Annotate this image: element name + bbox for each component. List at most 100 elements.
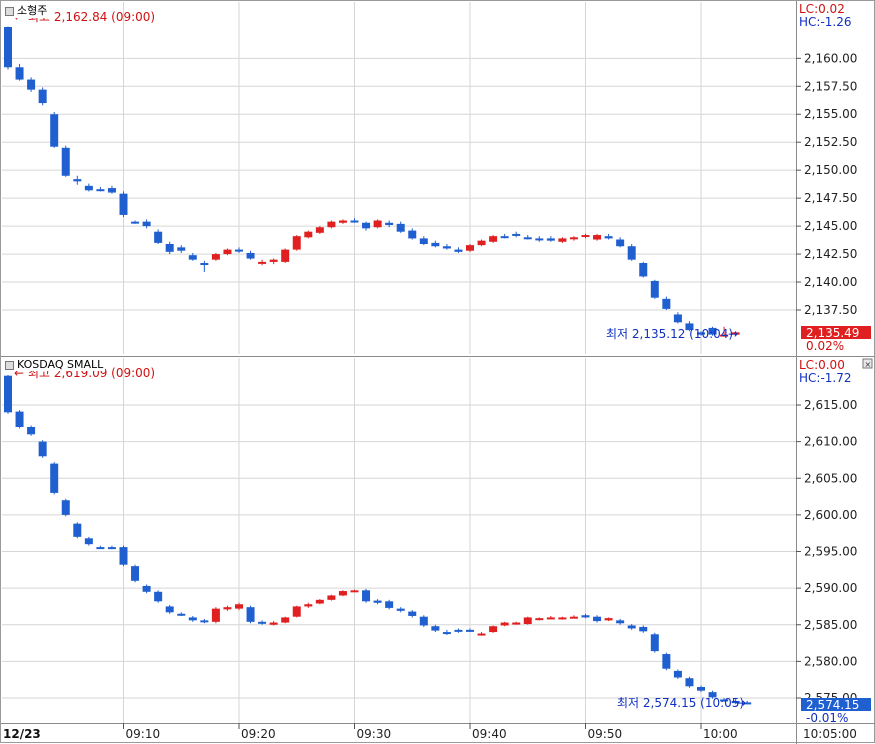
y-tick-label: 2,160.00: [804, 51, 857, 65]
candle-body: [616, 620, 625, 624]
candle-body: [697, 332, 705, 335]
panel-close-icon: [862, 358, 873, 369]
candle-body: [362, 590, 371, 602]
x-axis-right-label: 10:05:00: [803, 727, 857, 741]
x-axis-date: 12/23: [3, 727, 41, 741]
y-tick-label: 2,585.00: [804, 618, 857, 632]
candle-body: [223, 249, 232, 255]
hc-label: HC:-1.26: [799, 15, 852, 29]
candle-body: [408, 230, 417, 239]
x-tick-label: 10:00: [703, 727, 738, 741]
candle-body: [165, 244, 174, 252]
candle-body: [281, 617, 290, 623]
candle-body: [731, 332, 740, 335]
candle-body: [569, 237, 578, 240]
candle-body: [512, 233, 521, 236]
candle-body: [489, 626, 498, 633]
candle-body: [362, 222, 371, 229]
candle-body: [731, 700, 740, 704]
last-value: 2,574.15: [806, 698, 859, 712]
candle-body: [50, 114, 59, 147]
low-arrow: →: [728, 327, 738, 341]
candle-body: [477, 240, 486, 246]
candle-body: [246, 607, 255, 622]
candle-body: [15, 411, 24, 427]
change-pct: -0.01%: [806, 711, 848, 725]
candle-body: [720, 334, 729, 337]
candle-body: [27, 79, 36, 90]
y-tick-label: 2,610.00: [804, 435, 857, 449]
candle-body: [408, 611, 417, 616]
candle-body: [523, 237, 532, 240]
panel-2-title[interactable]: KOSDAQ SMALL: [3, 358, 106, 371]
candle-body: [131, 566, 140, 581]
panel-1-title-label: 소형주: [17, 4, 48, 17]
candle-body: [154, 231, 163, 243]
y-tick-label: 2,605.00: [804, 471, 857, 485]
candle-body: [627, 625, 636, 629]
candle-body: [639, 626, 648, 632]
candle-body: [246, 252, 255, 259]
candle-body: [650, 634, 659, 652]
x-tick-label: 09:40: [472, 727, 507, 741]
y-tick-label: 2,615.00: [804, 398, 857, 412]
candle-body: [708, 692, 717, 698]
candle-body: [50, 463, 59, 493]
candle-body: [442, 246, 451, 249]
y-tick-label: 2,590.00: [804, 581, 857, 595]
candle-body: [27, 426, 36, 435]
y-tick-label: 2,600.00: [804, 508, 857, 522]
candle-body: [720, 699, 729, 702]
candle-body: [338, 591, 347, 596]
candle-body: [523, 617, 532, 625]
candle-body: [96, 189, 105, 192]
low-note: 최저 2,135.12 (10:04): [606, 327, 733, 341]
panel-2-toggle-icon[interactable]: [5, 360, 14, 370]
candle-body: [4, 375, 12, 413]
candle-body: [84, 538, 93, 545]
candle-body: [500, 622, 509, 626]
high-note: 최고 2,162.84 (09:00): [28, 10, 155, 24]
candle-body: [223, 607, 232, 610]
candle-body: [385, 601, 394, 608]
y-tick-label: 2,147.50: [804, 191, 857, 205]
candle-body: [350, 590, 359, 593]
y-tick-label: 2,145.00: [804, 219, 857, 233]
candle-body: [535, 618, 544, 621]
candle-body: [373, 600, 382, 603]
hc-label: HC:-1.72: [799, 371, 852, 385]
candle-body: [535, 238, 544, 241]
candle-body: [84, 185, 93, 191]
candle-body: [616, 239, 625, 247]
last-value: 2,135.49: [806, 326, 859, 340]
panel-1-toggle-icon[interactable]: [5, 6, 14, 16]
candle-body: [604, 618, 613, 621]
candle-body: [558, 238, 567, 242]
candle-body: [581, 235, 590, 238]
candle-body: [489, 236, 498, 242]
candle-body: [269, 622, 278, 625]
candle-body: [15, 67, 24, 80]
candle-body: [96, 547, 105, 550]
candle-body: [292, 236, 301, 250]
panel-1-title[interactable]: 소형주: [3, 2, 50, 18]
candle-body: [431, 626, 440, 631]
candle-body: [38, 441, 47, 457]
y-tick-label: 2,137.50: [804, 303, 857, 317]
candle-body: [4, 27, 12, 68]
candle-body: [107, 547, 116, 550]
candle-body: [639, 263, 648, 277]
high-arrow: ←: [14, 366, 24, 380]
candle-body: [673, 314, 682, 323]
candle-body: [396, 608, 405, 611]
candle-body: [558, 617, 567, 620]
lc-label: LC:0.00: [799, 358, 845, 372]
candle-body: [673, 670, 682, 678]
candle-body: [73, 179, 82, 182]
x-tick-label: 09:50: [588, 727, 623, 741]
candle-body: [281, 249, 290, 262]
last-value-badge: [801, 326, 871, 339]
candle-body: [235, 604, 243, 609]
